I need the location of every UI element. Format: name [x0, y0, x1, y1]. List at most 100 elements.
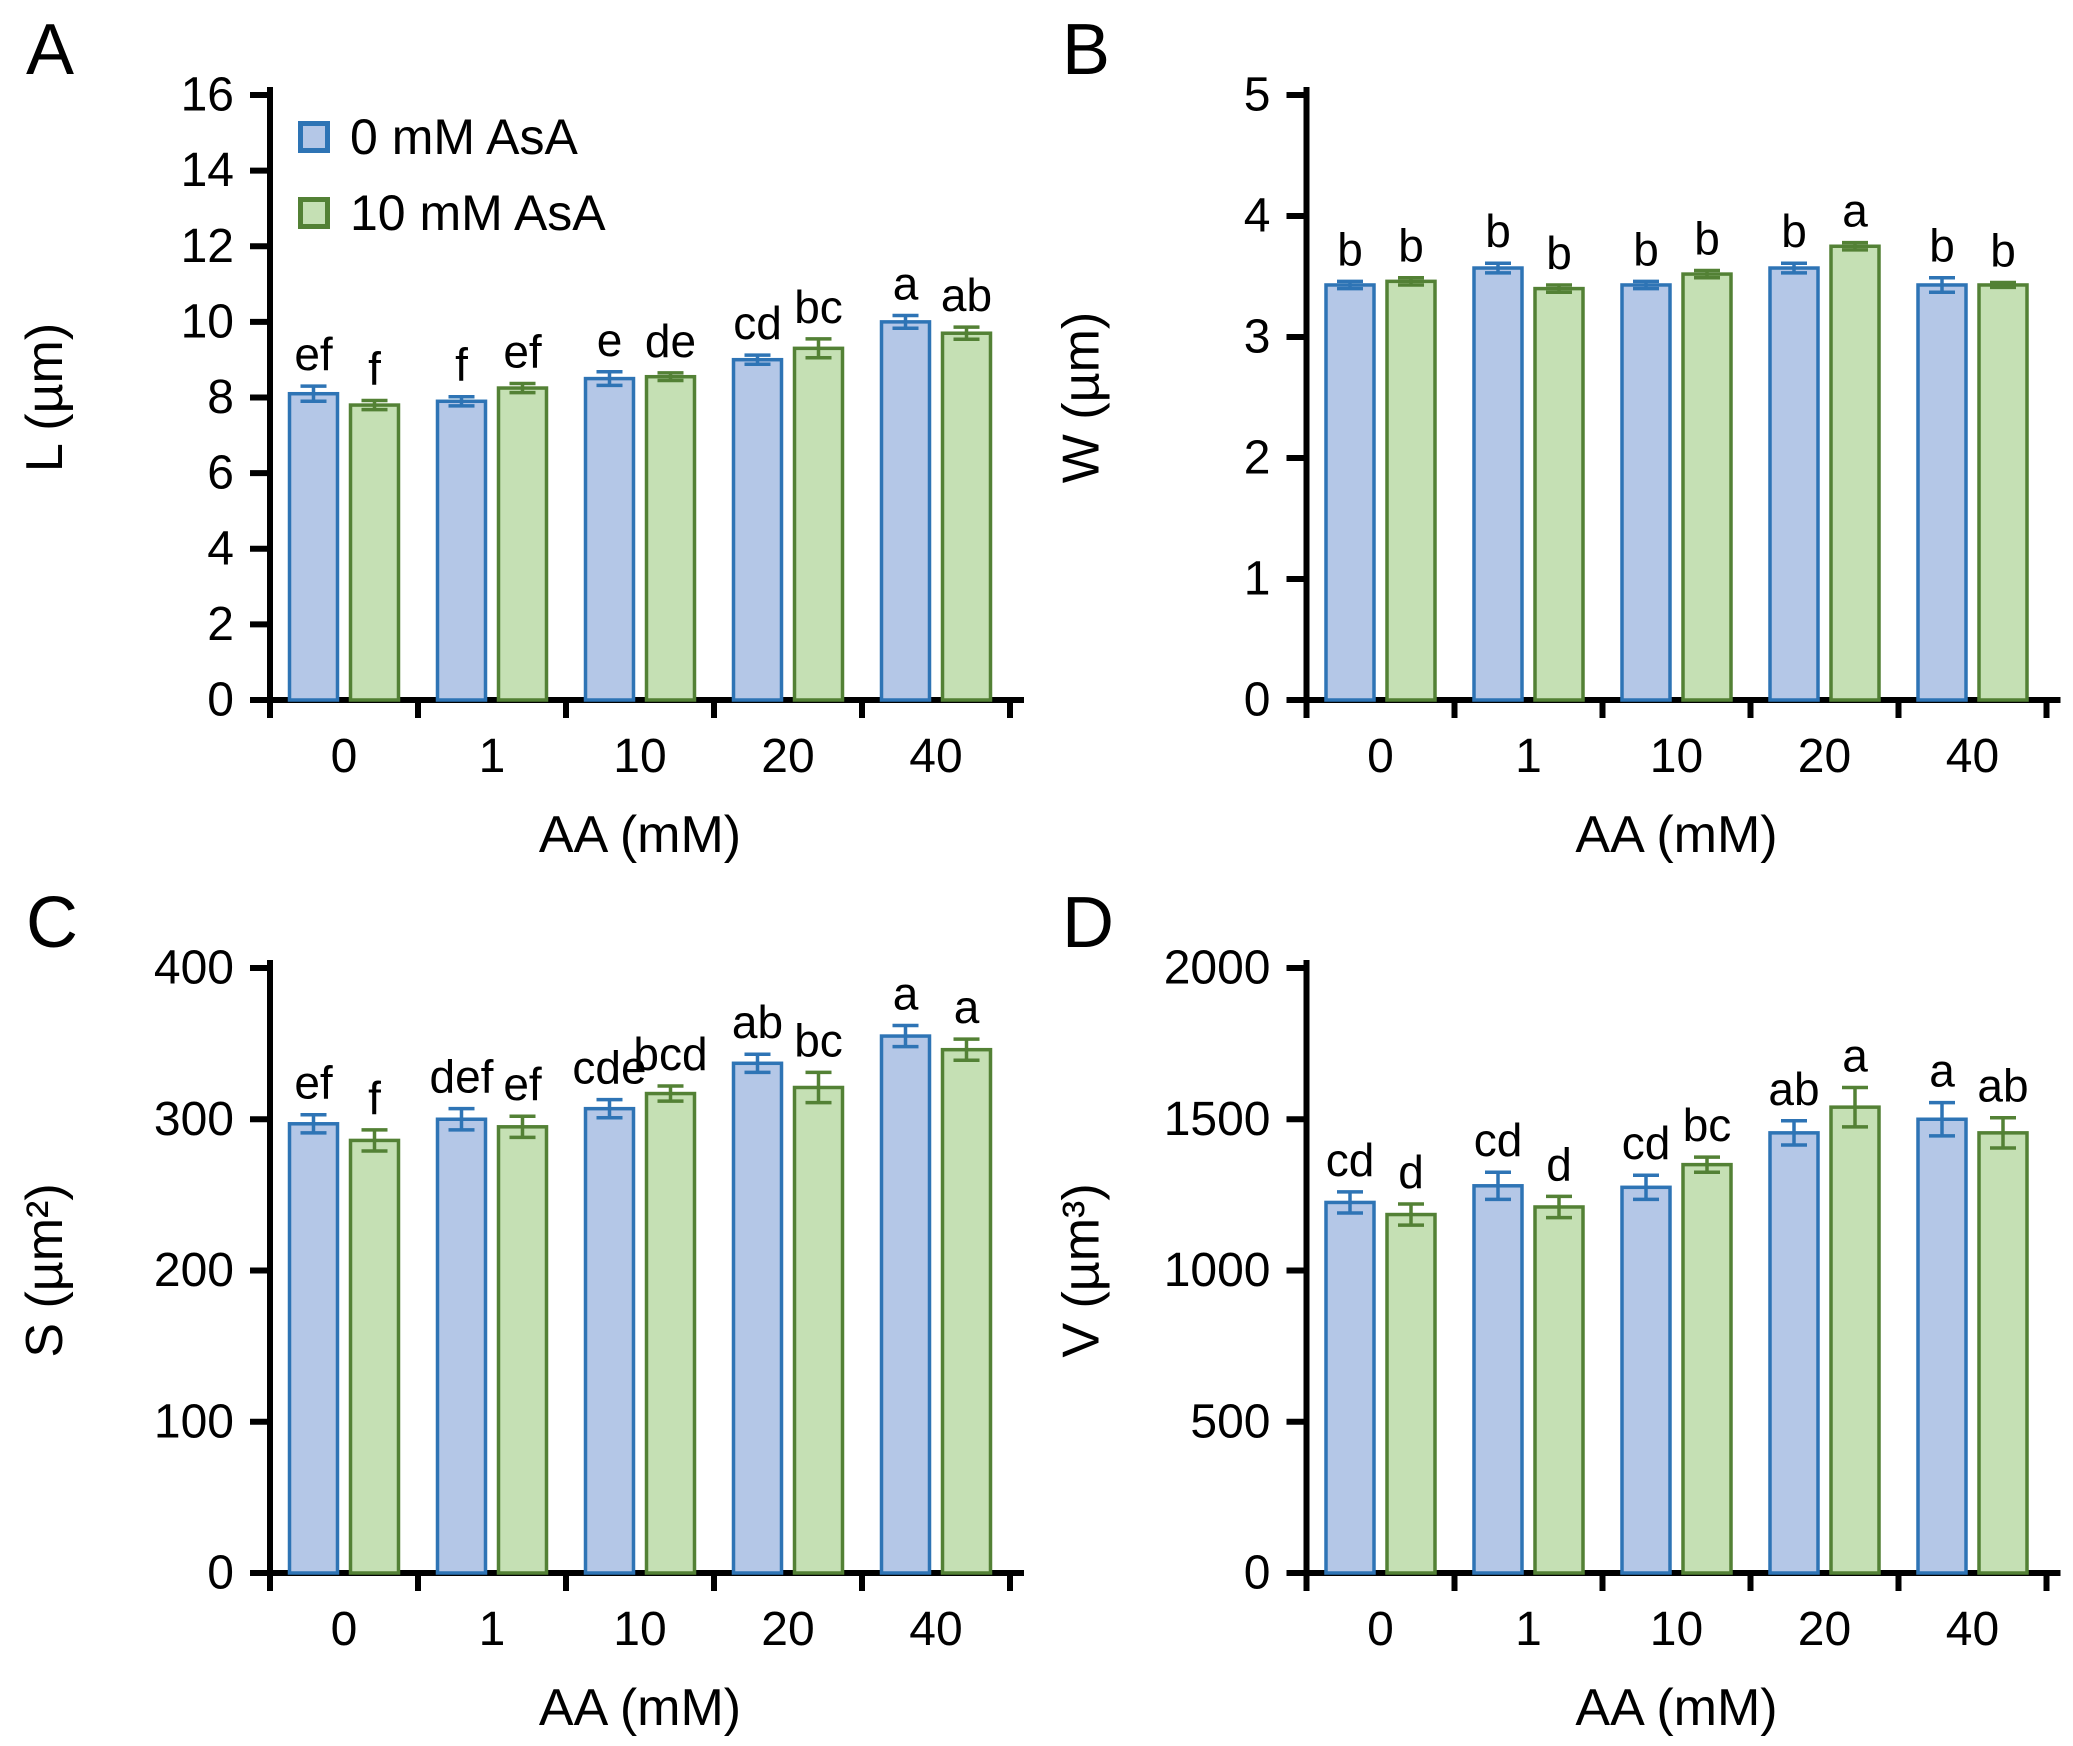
bar — [348, 1138, 401, 1575]
bar — [644, 1091, 697, 1575]
y-tick-label: 6 — [207, 447, 234, 500]
bar — [1916, 1117, 1968, 1575]
bar — [348, 403, 401, 702]
bar — [435, 399, 488, 702]
panel-c-label: C — [26, 883, 78, 963]
x-tick-label: 10 — [1650, 1603, 1703, 1656]
y-tick-label: 4 — [207, 522, 234, 575]
bar — [435, 1117, 488, 1575]
bar — [1472, 1184, 1524, 1575]
y-axis-label: W (µm) — [1053, 312, 1111, 483]
y-tick-label: 200 — [154, 1244, 234, 1297]
significance-letter: a — [893, 257, 919, 309]
legend-swatch-0mm-asa — [298, 121, 330, 153]
panel-a: 0 2 4 6 8 10 12 14 16 0 1 10 20 40 AA (mM) L (µm) ef f e cd… — [0, 0, 1036, 873]
bar — [792, 1085, 845, 1575]
x-tick-label: 0 — [331, 730, 358, 783]
significance-letter: f — [368, 343, 381, 395]
bar — [1768, 1131, 1820, 1575]
legend-label-0mm-asa: 0 mM AsA — [350, 109, 578, 165]
bar — [1324, 1200, 1376, 1575]
x-axis-label: AA (mM) — [539, 1679, 741, 1737]
x-tick-label: 10 — [1650, 730, 1703, 783]
x-tick-label: 40 — [1946, 730, 1999, 783]
bar — [1916, 283, 1968, 702]
significance-letter: ef — [503, 1058, 542, 1110]
x-tick-label: 1 — [479, 730, 506, 783]
bar — [731, 357, 784, 702]
x-tick-label: 0 — [1367, 730, 1394, 783]
bar — [1385, 1212, 1437, 1575]
significance-letter: a — [893, 967, 919, 1019]
significance-letter: b — [1781, 205, 1807, 257]
significance-letter: e — [597, 314, 623, 366]
y-axis-label: L (µm) — [16, 323, 74, 472]
legend-item-10mm: 10 mM AsA — [298, 188, 606, 238]
y-tick-label: 8 — [207, 371, 234, 424]
significance-letter: ef — [294, 328, 333, 380]
bar — [1768, 266, 1820, 702]
significance-letter: cd — [1326, 1134, 1375, 1186]
significance-letter: d — [1546, 1138, 1572, 1190]
significance-letter: f — [368, 1072, 381, 1124]
significance-letter: cd — [1474, 1114, 1523, 1166]
x-tick-label: 20 — [761, 1603, 814, 1656]
legend: 0 mM AsA 10 mM AsA — [298, 112, 606, 238]
y-tick-label: 12 — [181, 220, 234, 273]
y-tick-label: 300 — [154, 1093, 234, 1146]
significance-letter: a — [1842, 185, 1868, 237]
bar — [940, 331, 993, 702]
legend-swatch-10mm-asa — [298, 197, 330, 229]
significance-letter: b — [1546, 227, 1572, 279]
significance-letter: de — [645, 315, 696, 367]
significance-letter: a — [1929, 1045, 1955, 1097]
bar — [583, 1106, 636, 1575]
y-axis-label: V (µm³) — [1053, 1183, 1111, 1357]
bar — [1681, 1162, 1733, 1575]
y-tick-label: 0 — [1244, 674, 1271, 727]
y-tick-label: 0 — [1244, 1547, 1271, 1600]
bar — [1533, 1205, 1585, 1575]
y-tick-label: 1500 — [1164, 1093, 1271, 1146]
x-tick-label: 40 — [909, 1603, 962, 1656]
panel-a-label: A — [26, 10, 75, 90]
significance-letter: d — [1398, 1146, 1424, 1198]
bar — [1829, 244, 1881, 702]
significance-letter: ab — [941, 269, 992, 321]
significance-letter: ef — [294, 1057, 333, 1109]
x-tick-label: 0 — [1367, 1603, 1394, 1656]
y-tick-label: 16 — [181, 69, 234, 122]
y-tick-label: 3 — [1244, 311, 1271, 364]
bar — [1829, 1105, 1881, 1575]
bar — [644, 374, 697, 702]
significance-letter: def — [430, 1051, 494, 1103]
x-tick-label: 0 — [331, 1603, 358, 1656]
bar — [879, 320, 932, 702]
bar — [1472, 266, 1524, 702]
significance-letter: ab — [732, 996, 783, 1048]
legend-label-10mm-asa: 10 mM AsA — [350, 185, 606, 241]
significance-letter: b — [1485, 205, 1511, 257]
x-tick-label: 1 — [1515, 730, 1542, 783]
y-tick-label: 0 — [207, 1547, 234, 1600]
significance-letter: ef — [503, 326, 542, 378]
y-tick-label: 14 — [181, 144, 234, 197]
significance-letter: a — [1842, 1029, 1868, 1081]
panel-d: 0 500 1000 1500 2000 0 1 10 20 40 AA (mM) V (µm³) cd… — [1036, 873, 2073, 1746]
x-axis-label: AA (mM) — [1575, 1679, 1777, 1737]
significance-letter: cde — [572, 1042, 646, 1094]
significance-letter: b — [1929, 220, 1955, 272]
y-tick-label: 1000 — [1164, 1244, 1271, 1297]
significance-letter: bcd — [633, 1028, 707, 1080]
bar — [731, 1061, 784, 1575]
x-tick-label: 10 — [613, 730, 666, 783]
y-tick-label: 4 — [1244, 190, 1271, 243]
significance-letter: bc — [794, 1014, 843, 1066]
panel-d-label: D — [1062, 883, 1114, 963]
x-tick-label: 20 — [1798, 1603, 1851, 1656]
significance-letter: bc — [1683, 1099, 1732, 1151]
